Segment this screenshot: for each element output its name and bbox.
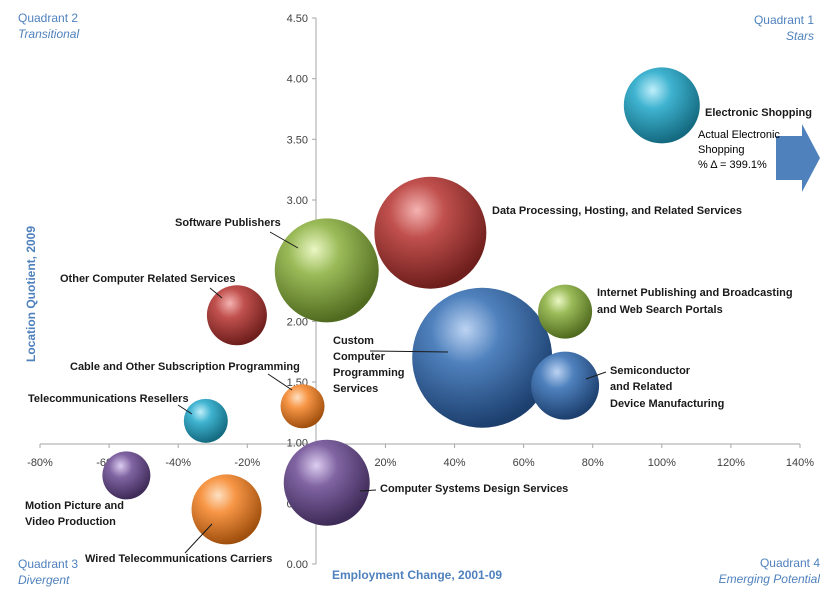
label-software-publishers: Software Publishers xyxy=(175,217,281,229)
label-semiconductor-and-related-device-manufacturing: Semiconductor xyxy=(610,365,691,377)
label-custom-computer-programming-services: Programming xyxy=(333,367,405,379)
bubble-internet-publishing-and-broadcasting-and-web-search-portals xyxy=(538,284,593,339)
quadrant-2-subtitle: Transitional xyxy=(18,27,80,41)
label-semiconductor-and-related-device-manufacturing: Device Manufacturing xyxy=(610,398,724,410)
x-tick-label: -20% xyxy=(234,457,260,469)
quadrant-2-label: Quadrant 2 Transitional xyxy=(18,10,79,42)
bubble-software-publishers xyxy=(274,218,379,323)
label-motion-picture-and-video-production: Motion Picture and xyxy=(25,500,124,512)
x-tick-label: 140% xyxy=(786,457,814,469)
y-tick-label: 4.00 xyxy=(287,74,308,86)
bubble-computer-systems-design-services xyxy=(283,439,370,526)
quadrant-1-title: Quadrant 1 xyxy=(753,13,814,27)
y-axis-title: Location Quotient, 2009 xyxy=(24,225,38,362)
leader-line xyxy=(184,523,213,554)
leader-line xyxy=(269,231,299,249)
bubble-other-computer-related-services xyxy=(206,285,267,346)
bubble-cable-and-other-subscription-programming xyxy=(280,384,325,429)
quadrant-4-subtitle: Emerging Potential xyxy=(718,572,820,586)
x-tick-label: 100% xyxy=(648,457,676,469)
annotation-line-2: Shopping xyxy=(698,144,745,156)
label-motion-picture-and-video-production: Video Production xyxy=(25,516,116,528)
x-tick-label: 20% xyxy=(374,457,396,469)
y-tick-label: 3.00 xyxy=(287,195,308,207)
leader-line xyxy=(177,404,193,415)
label-data-processing-hosting-and-related-services: Data Processing, Hosting, and Related Se… xyxy=(492,205,742,217)
arrow-right-icon xyxy=(776,124,820,192)
bubble-electronic-shopping xyxy=(623,67,700,144)
label-custom-computer-programming-services: Computer xyxy=(333,351,386,363)
label-internet-publishing-and-broadcasting-and-web-search-portals: Internet Publishing and Broadcasting xyxy=(597,287,793,299)
electronic-shopping-annotation: Actual Electronic Shopping % Δ = 399.1% xyxy=(698,128,780,173)
annotation-line-3: % Δ = 399.1% xyxy=(698,159,767,171)
label-internet-publishing-and-broadcasting-and-web-search-portals: and Web Search Portals xyxy=(597,304,723,316)
label-cable-and-other-subscription-programming: Cable and Other Subscription Programming xyxy=(70,361,300,373)
y-tick-label: 2.00 xyxy=(287,316,308,328)
quadrant-3-title: Quadrant 3 xyxy=(18,557,79,571)
bubble-motion-picture-and-video-production xyxy=(102,451,151,500)
leader-line xyxy=(209,287,223,299)
leader-line xyxy=(369,350,449,353)
label-computer-systems-design-services: Computer Systems Design Services xyxy=(380,483,568,495)
quadrant-1-label: Quadrant 1 Stars xyxy=(754,12,814,44)
label-wired-telecommunications-carriers: Wired Telecommunications Carriers xyxy=(85,553,272,565)
y-tick-label: 4.50 xyxy=(287,13,308,25)
x-tick-label: 80% xyxy=(582,457,604,469)
bubble-data-processing-hosting-and-related-services xyxy=(374,176,487,289)
leader-line xyxy=(267,373,293,391)
label-other-computer-related-services: Other Computer Related Services xyxy=(60,273,235,285)
x-tick-label: 40% xyxy=(444,457,466,469)
leader-line xyxy=(585,371,607,380)
quadrant-4-title: Quadrant 4 xyxy=(759,556,820,570)
y-tick-label: 3.50 xyxy=(287,134,308,146)
quadrant-4-label: Quadrant 4 Emerging Potential xyxy=(706,555,820,587)
quadrant-2-title: Quadrant 2 xyxy=(18,11,79,25)
bubble-semiconductor-and-related-device-manufacturing xyxy=(531,351,600,420)
label-semiconductor-and-related-device-manufacturing: and Related xyxy=(610,381,672,393)
quadrant-3-label: Quadrant 3 Divergent xyxy=(18,556,78,588)
label-telecommunications-resellers: Telecommunications Resellers xyxy=(28,393,189,405)
quadrant-1-subtitle: Stars xyxy=(785,29,814,43)
bubble-labels: Electronic Shopping Data Processing, Host… xyxy=(25,107,812,565)
x-tick-label: -40% xyxy=(165,457,191,469)
bubble-custom-computer-programming-services xyxy=(412,287,553,428)
bubble-telecommunications-resellers xyxy=(183,398,228,443)
label-custom-computer-programming-services: Services xyxy=(333,383,378,395)
leader-line xyxy=(359,489,377,492)
x-axis-title: Employment Change, 2001-09 xyxy=(332,568,503,582)
label-electronic-shopping: Electronic Shopping xyxy=(705,107,812,119)
x-tick-label: 120% xyxy=(717,457,745,469)
x-tick-label: 60% xyxy=(513,457,535,469)
label-custom-computer-programming-services: Custom xyxy=(333,335,374,347)
y-tick-label: 0.00 xyxy=(287,559,308,571)
annotation-line-1: Actual Electronic xyxy=(698,129,780,141)
bubble-wired-telecommunications-carriers xyxy=(191,474,262,545)
y-tick-label: 1.00 xyxy=(287,438,308,450)
x-tick-label: -80% xyxy=(27,457,53,469)
quadrant-3-subtitle: Divergent xyxy=(18,573,70,587)
